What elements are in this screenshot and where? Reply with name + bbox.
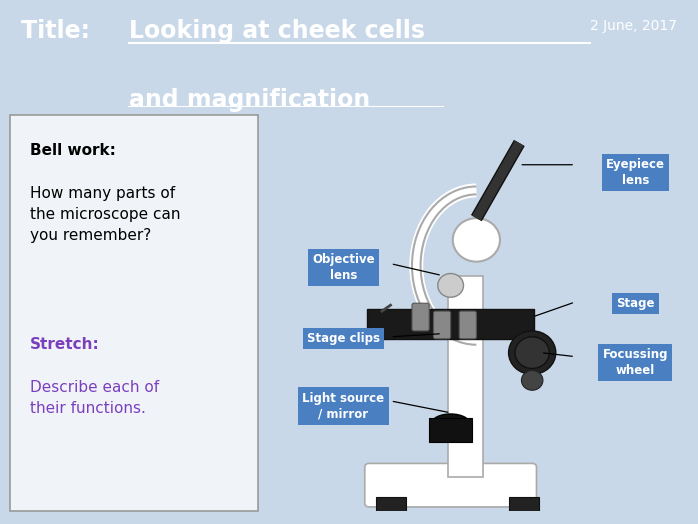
Text: Bell work:: Bell work: xyxy=(30,143,116,158)
Circle shape xyxy=(521,370,543,390)
Text: Looking at cheek cells: Looking at cheek cells xyxy=(129,19,425,43)
FancyBboxPatch shape xyxy=(449,276,483,477)
Text: 2 June, 2017: 2 June, 2017 xyxy=(590,19,677,34)
Text: Objective
lens: Objective lens xyxy=(312,253,375,282)
Circle shape xyxy=(453,218,500,261)
FancyBboxPatch shape xyxy=(367,309,535,339)
Ellipse shape xyxy=(431,414,470,434)
FancyBboxPatch shape xyxy=(509,497,539,513)
FancyBboxPatch shape xyxy=(10,115,258,511)
FancyBboxPatch shape xyxy=(376,497,406,513)
FancyBboxPatch shape xyxy=(459,311,476,339)
FancyBboxPatch shape xyxy=(433,311,451,339)
FancyBboxPatch shape xyxy=(365,463,537,507)
Circle shape xyxy=(515,337,549,368)
Text: Eyepiece
lens: Eyepiece lens xyxy=(606,158,664,187)
FancyBboxPatch shape xyxy=(429,418,472,442)
Text: Focussing
wheel: Focussing wheel xyxy=(602,348,668,377)
Text: Stretch:: Stretch: xyxy=(30,337,100,352)
Text: and magnification: and magnification xyxy=(129,88,371,112)
Text: Light source
/ mirror: Light source / mirror xyxy=(302,391,385,421)
Text: Describe each of
their functions.: Describe each of their functions. xyxy=(30,380,159,417)
Text: Stage clips: Stage clips xyxy=(307,332,380,345)
FancyBboxPatch shape xyxy=(412,303,429,331)
Text: Title:: Title: xyxy=(21,19,106,43)
Circle shape xyxy=(438,274,463,297)
Text: Stage: Stage xyxy=(616,297,655,310)
Text: How many parts of
the microscope can
you remember?: How many parts of the microscope can you… xyxy=(30,187,181,244)
Circle shape xyxy=(509,331,556,375)
